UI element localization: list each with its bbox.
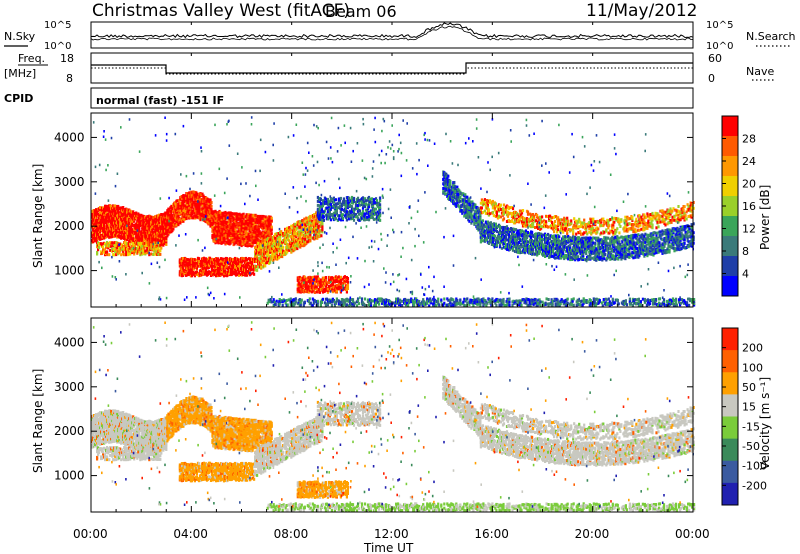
x-tick-label: 00:00 [73,527,108,541]
power-y-axis: 4000 3000 2000 1000 [54,130,693,278]
colorbar-tick: 15 [742,401,756,414]
y-tick-label: 1000 [54,264,85,278]
colorbar-tick: 4 [742,268,749,281]
colorbar-swatch [722,256,738,277]
velocity-y-label: Slant Range [km] [31,369,45,473]
cpid-label: CPID [4,92,33,105]
colorbar-swatch [722,328,738,351]
y-tick-label: 3000 [54,380,85,394]
colorbar-tick: 200 [742,342,763,355]
nsearch-series-line [90,25,694,41]
colorbar-swatch [722,196,738,217]
freq-panel: Freq. [MHz] 18 8 60 0 Nave [4,52,776,85]
colorbar-tick: -15 [742,420,760,433]
cpid-text: normal (fast) -151 IF [96,94,224,107]
freq-label: Freq. [18,52,45,65]
station-title: Christmas Valley West (fitACF) [92,1,350,21]
y-tick-label: 2000 [54,219,85,233]
freq-unit-label: [MHz] [4,67,36,80]
colorbar-swatch [722,350,738,373]
colorbar-tick: 50 [742,381,756,394]
beam-title: Beam 06 [325,2,397,21]
colorbar-tick: -100 [742,460,767,473]
noise-panel: N.Sky 10^5 10^0 10^5 10^0 N.Search [4,20,796,52]
nsky-series-line [90,22,694,39]
x-tick-label: 00:00 [675,527,710,541]
date-title: 11/May/2012 [586,1,698,21]
time-axis: 00:00 04:00 08:00 12:00 16:00 20:00 00:00 [73,22,710,541]
freq-tick-bottom: 8 [66,72,73,85]
colorbar-tick: 20 [742,178,756,191]
power-y-label: Slant Range [km] [31,164,45,268]
colorbar-tick: 28 [742,133,756,146]
colorbar-swatch [722,416,738,440]
velocity-colorbar: 200 100 50 15 -15 -50 -100 -200 [721,327,767,506]
power-colorbar-label: Power [dB] [758,185,772,250]
colorbar-swatch [722,216,738,237]
power-colorbar: 28 24 20 16 12 8 4 [721,115,756,297]
x-tick-label: 20:00 [575,527,610,541]
colorbar-tick: 24 [742,155,756,168]
colorbar-swatch [722,438,738,462]
colorbar-swatch [722,156,738,177]
noise-tick-left-top: 10^5 [44,20,71,31]
y-tick-label: 2000 [54,424,85,438]
nave-series-line [91,67,693,75]
colorbar-swatch [722,482,738,506]
colorbar-swatch [722,176,738,197]
velocity-colorbar-label: Velocity [m s⁻¹] [758,377,772,470]
colorbar-tick: 8 [742,245,749,258]
cpid-panel: CPID normal (fast) -151 IF [4,87,694,109]
velocity-panel: 4000 3000 2000 1000 Slant Range [km] 200 100… [31,317,772,513]
colorbar-swatch [722,236,738,257]
colorbar-tick: 12 [742,223,756,236]
nave-tick-bottom: 0 [708,72,715,85]
colorbar-tick: -200 [742,479,767,492]
x-tick-label: 16:00 [474,527,509,541]
power-panel: 4000 3000 2000 1000 Slant Range [km] 28 24 20… [31,112,772,308]
colorbar-swatch [722,136,738,157]
x-tick-label: 08:00 [274,527,309,541]
nave-tick-top: 60 [708,52,722,65]
colorbar-tick: 100 [742,361,763,374]
y-tick-label: 3000 [54,175,85,189]
power-heatmap [91,116,696,308]
y-tick-label: 4000 [54,130,85,144]
x-tick-label: 04:00 [173,527,208,541]
colorbar-swatch [722,394,738,417]
colorbar-swatch [722,116,738,137]
colorbar-swatch [722,276,738,297]
x-tick-label: 12:00 [374,527,409,541]
freq-series-line [91,62,693,74]
noise-tick-right-top: 10^5 [706,20,733,31]
nsearch-label: N.Search [746,30,796,43]
noise-tick-left-bottom: 10^0 [44,41,71,52]
x-axis-label: Time UT [363,541,414,554]
colorbar-tick: 16 [742,200,756,213]
nave-label: Nave [746,65,774,78]
y-tick-label: 1000 [54,469,85,483]
colorbar-tick: -50 [742,440,760,453]
velocity-y-axis: 4000 3000 2000 1000 [54,335,693,483]
colorbar-swatch [722,372,738,395]
velocity-heatmap [91,321,696,513]
freq-tick-top: 18 [60,52,74,65]
noise-tick-right-bottom: 10^0 [706,41,733,52]
colorbar-swatch [722,460,738,484]
y-tick-label: 4000 [54,335,85,349]
nsky-label: N.Sky [4,30,36,43]
